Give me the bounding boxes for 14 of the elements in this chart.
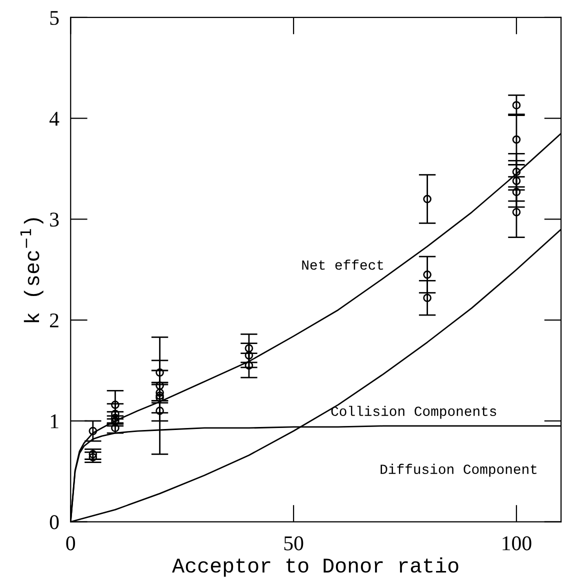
x-tick-label: 0 — [66, 536, 76, 550]
y-tick-label: 4 — [50, 112, 60, 126]
y-tick-label: 0 — [50, 515, 59, 530]
y-tick-label: 2 — [50, 314, 58, 328]
x-axis-title: Acceptor to Donor ratio — [172, 557, 458, 577]
x-tick-label: 100 — [502, 536, 532, 550]
y-tick-label: 3 — [50, 212, 59, 227]
annotation: Diffusion Component — [380, 464, 537, 477]
y-tick-label: 5 — [50, 11, 59, 25]
y-axis-title: k (sec$^{−1}$) — [20, 218, 44, 322]
y-tick-label: 1 — [50, 414, 58, 428]
annotation: Net effect — [302, 260, 384, 270]
annotation: Collision Components — [331, 406, 496, 419]
x-tick-label: 50 — [284, 536, 304, 550]
